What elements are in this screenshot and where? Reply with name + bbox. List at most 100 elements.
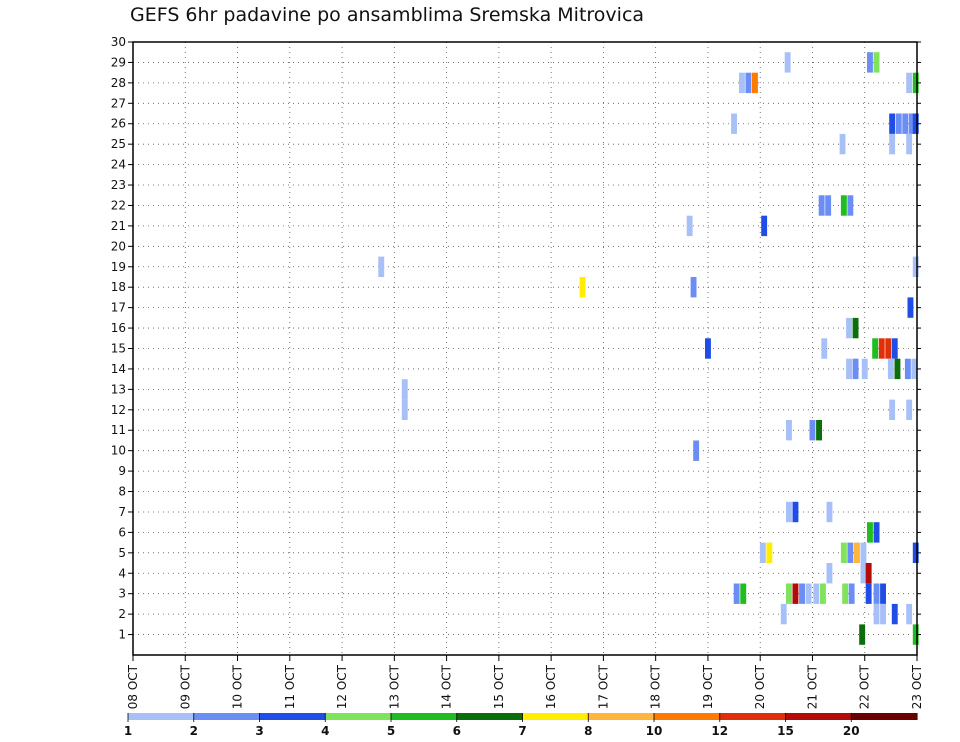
heatmap-cell <box>805 583 812 604</box>
x-tick-label: 23 OCT <box>910 664 924 709</box>
y-tick-label: 12 <box>111 403 126 417</box>
colorbar-segment <box>193 713 261 720</box>
colorbar-label: 1 <box>124 724 132 738</box>
heatmap-cell <box>889 133 896 155</box>
y-tick-label: 27 <box>111 96 126 110</box>
heatmap-cell <box>825 195 832 216</box>
x-tick-label: 17 OCT <box>596 664 610 709</box>
heatmap-cell <box>690 277 697 298</box>
heatmap-cell <box>579 277 586 298</box>
heatmap-cell <box>891 338 898 359</box>
heatmap-cell <box>731 113 737 134</box>
y-tick-label: 26 <box>111 117 126 131</box>
y-tick-label: 3 <box>118 587 126 601</box>
heatmap-cell <box>733 583 740 604</box>
y-tick-label: 23 <box>111 178 126 192</box>
x-tick-label: 14 OCT <box>440 664 454 709</box>
colorbar-segment <box>851 713 918 720</box>
x-tick-label: 22 OCT <box>858 664 872 709</box>
heatmap-cell <box>906 72 913 94</box>
heatmap-cell <box>745 72 752 94</box>
y-tick-label: 4 <box>118 566 126 580</box>
heatmap-cell <box>894 358 901 380</box>
heatmap-cell <box>826 501 833 523</box>
y-tick-label: 16 <box>111 321 126 335</box>
heatmap-cell <box>846 317 852 339</box>
heatmap-cell <box>818 195 825 216</box>
heatmap-cell <box>813 583 820 604</box>
heatmap-cell <box>873 52 880 73</box>
heatmap-cell <box>912 624 919 645</box>
x-tick-label: 20 OCT <box>753 664 767 709</box>
heatmap-cell <box>865 583 872 604</box>
heatmap-cell <box>854 542 860 563</box>
heatmap-cell <box>792 583 799 604</box>
heatmap-cell <box>739 72 745 94</box>
heatmap-cell <box>873 583 880 604</box>
heatmap-cell <box>867 522 873 543</box>
colorbar-segment <box>325 713 392 720</box>
y-tick-label: 14 <box>111 362 126 376</box>
heatmap-cell <box>895 113 902 134</box>
y-tick-label: 25 <box>111 137 126 151</box>
colorbar-segment <box>456 713 524 720</box>
heatmap-cell <box>852 358 859 380</box>
heatmap-cell <box>752 72 758 94</box>
x-tick-label: 11 OCT <box>283 664 297 709</box>
y-tick-label: 28 <box>111 76 126 90</box>
x-tick-label: 10 OCT <box>231 664 245 709</box>
heatmap-cell <box>872 338 879 359</box>
heatmap-cell <box>878 338 885 359</box>
heatmap-cell <box>906 603 913 625</box>
heatmap-cell <box>839 133 846 155</box>
y-tick-label: 30 <box>111 35 126 49</box>
colorbar-label: 4 <box>321 724 329 738</box>
heatmap-cell <box>861 358 868 380</box>
heatmap-cell <box>809 420 816 441</box>
heatmap-cell <box>759 542 766 563</box>
heatmap-cell <box>840 195 847 216</box>
colorbar-label: 7 <box>518 724 526 738</box>
colorbar-label: 15 <box>777 724 794 738</box>
heatmap-cell <box>873 522 880 543</box>
colorbar-segment <box>719 713 787 720</box>
heatmap-cell <box>852 317 859 339</box>
chart-title: GEFS 6hr padavine po ansamblima Sremska … <box>130 4 645 26</box>
heatmap-cell <box>826 563 833 584</box>
heatmap-cell <box>885 338 892 359</box>
heatmap-cell <box>786 583 792 604</box>
heatmap-cell <box>780 603 787 625</box>
colorbar-label: 2 <box>190 724 198 738</box>
x-tick-label: 12 OCT <box>335 664 349 709</box>
heatmap-cell <box>693 440 700 461</box>
colorbar-label: 5 <box>387 724 395 738</box>
heatmap-cell <box>847 195 854 216</box>
colorbar-segment <box>654 713 721 720</box>
colorbar-label: 6 <box>453 724 461 738</box>
heatmap-cell <box>889 113 896 134</box>
heatmap-cell <box>842 583 849 604</box>
y-tick-label: 10 <box>111 444 126 458</box>
heatmap-cell <box>902 113 909 134</box>
heatmap-cell <box>891 603 898 625</box>
heatmap-cell <box>860 563 867 584</box>
plot-area <box>133 42 917 655</box>
colorbar-label: 10 <box>646 724 663 738</box>
x-tick-label: 15 OCT <box>492 664 506 709</box>
y-tick-label: 18 <box>111 280 126 294</box>
y-tick-label: 11 <box>111 423 126 437</box>
x-tick-label: 16 OCT <box>544 664 558 709</box>
y-tick-label: 19 <box>111 260 126 274</box>
y-tick-label: 9 <box>118 464 126 478</box>
y-tick-label: 17 <box>111 301 126 315</box>
x-tick-label: 09 OCT <box>178 664 192 709</box>
colorbar-segment <box>522 713 589 720</box>
y-tick-label: 7 <box>118 505 126 519</box>
colorbar-segment <box>259 713 326 720</box>
heatmap-cell <box>912 542 919 563</box>
y-tick-label: 5 <box>118 546 126 560</box>
heatmap-cell <box>859 624 866 645</box>
heatmap-cell <box>816 420 822 441</box>
y-tick-label: 2 <box>118 607 126 621</box>
